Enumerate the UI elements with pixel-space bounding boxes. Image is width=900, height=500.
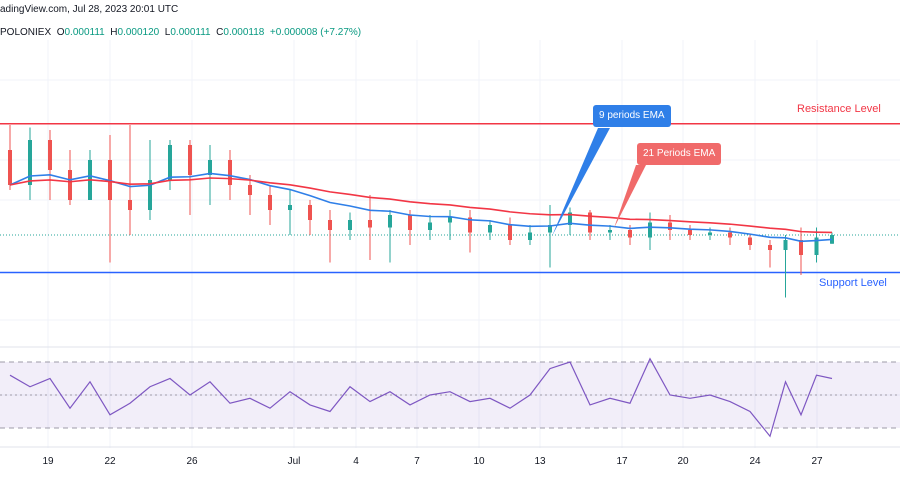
candle-body	[588, 212, 592, 233]
x-tick-label: 7	[414, 456, 420, 467]
candle-body	[708, 232, 712, 235]
candle-body	[68, 170, 72, 200]
candle-body	[128, 200, 132, 210]
x-tick-label: 26	[186, 456, 198, 467]
candle-body	[188, 145, 192, 175]
candle-body	[783, 240, 788, 250]
ema21-line	[9, 177, 833, 234]
candle-body	[628, 230, 632, 238]
candle-body	[248, 185, 252, 195]
candle-body	[799, 240, 803, 255]
candle-body	[528, 232, 532, 240]
ema21-arrow	[614, 165, 646, 228]
candle-body	[228, 160, 232, 185]
low-value: 0.000111	[170, 27, 211, 38]
candle-body	[288, 205, 292, 210]
ohlc-legend: POLONIEX O0.000111 H0.000120 L0.000111 C…	[0, 27, 361, 38]
candle-body	[48, 140, 52, 170]
x-tick-label: 24	[749, 456, 761, 467]
support-label: Support Level	[819, 277, 887, 289]
rsi-line	[9, 357, 833, 438]
low-label: L	[164, 27, 171, 38]
candle-body	[348, 220, 352, 230]
candle-body	[328, 220, 332, 230]
open-label: O	[56, 27, 65, 38]
x-tick-label: 27	[811, 456, 823, 467]
x-tick-label: 20	[677, 456, 689, 467]
candle-body	[548, 225, 552, 233]
open-value: 0.000111	[64, 27, 105, 38]
resistance-label: Resistance Level	[797, 103, 881, 115]
symbol-label: POLONIEX	[0, 27, 52, 38]
candle-body	[668, 222, 672, 230]
candle-body	[488, 225, 492, 233]
candle-body	[308, 205, 312, 220]
candle-body	[388, 215, 392, 228]
ema9-arrow	[552, 128, 610, 236]
x-tick-label: 19	[42, 456, 54, 467]
high-label: H	[110, 27, 118, 38]
candle-body	[830, 235, 834, 244]
candle-body	[608, 230, 612, 233]
candle-body	[728, 232, 732, 238]
candle-body	[168, 145, 172, 180]
candle-body	[148, 180, 152, 210]
close-value: 0.000118	[223, 27, 265, 38]
candle-body	[448, 217, 452, 223]
close-label: C	[216, 27, 224, 38]
candle-body	[568, 212, 572, 225]
high-value: 0.000120	[117, 27, 160, 38]
x-tick-label: 4	[353, 456, 359, 467]
x-tick-label: 17	[616, 456, 628, 467]
candle-body	[268, 195, 272, 210]
candle-body	[748, 237, 752, 245]
candle-body	[688, 230, 692, 235]
candle-body	[648, 222, 652, 238]
x-tick-label: 10	[473, 456, 485, 467]
candle-body	[408, 215, 412, 230]
change-value: +0.000008 (+7.27%)	[269, 27, 362, 38]
candle-body	[508, 225, 512, 240]
candle-body	[8, 150, 12, 185]
candle-body	[208, 160, 212, 175]
candle-body	[428, 222, 432, 230]
candle-body	[768, 245, 772, 250]
candle-body	[814, 237, 819, 255]
ema9-line	[9, 172, 833, 243]
candle-body	[368, 220, 372, 228]
chart-source-line: adingView.com, Jul 28, 2023 20:01 UTC	[0, 4, 179, 15]
x-tick-label: 22	[104, 456, 116, 467]
candle-body	[28, 140, 32, 185]
x-tick-label: 13	[534, 456, 546, 467]
ema9-annotation: 9 periods EMA	[593, 105, 671, 127]
x-tick-label: Jul	[287, 456, 301, 467]
ema21-annotation: 21 Periods EMA	[637, 143, 722, 165]
candle-body	[468, 217, 472, 233]
